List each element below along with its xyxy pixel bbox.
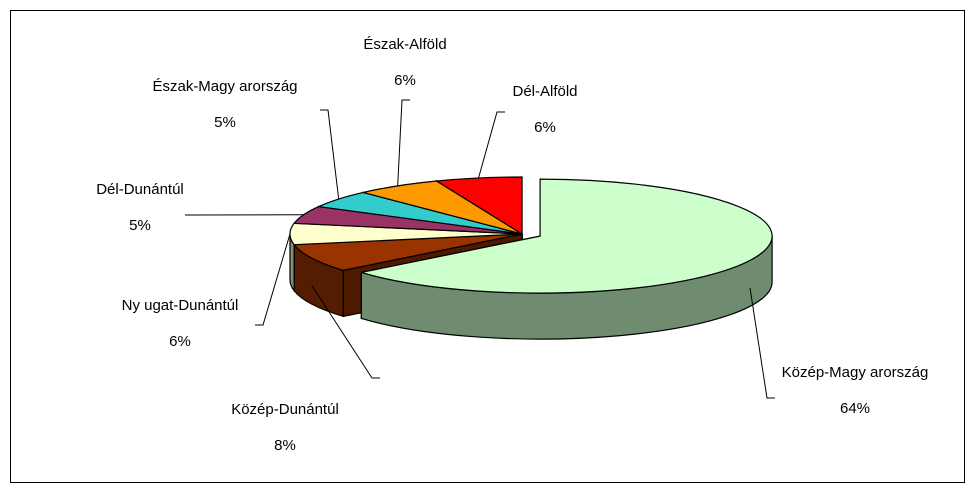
data-label-name: Észak-Magy arország: [152, 78, 297, 95]
slice: [361, 178, 773, 294]
slice: [292, 233, 523, 271]
leader-line: [478, 111, 505, 179]
slice: [434, 176, 523, 236]
leader-line: [320, 109, 340, 200]
data-label-name: Dél-Alföld: [512, 83, 577, 100]
leader-line: [397, 99, 410, 186]
data-label-value: 6%: [394, 72, 416, 89]
data-label-name: Közép-Magy arország: [782, 364, 929, 381]
data-label-value: 8%: [274, 437, 296, 454]
leader-line: [311, 285, 380, 379]
data-label-value: 5%: [129, 217, 151, 234]
data-label-name: Dél-Dunántúl: [96, 181, 184, 198]
data-label-value: 64%: [840, 400, 870, 417]
data-label-value: 6%: [169, 333, 191, 350]
leader-line: [749, 287, 775, 399]
data-label-value: 5%: [214, 114, 236, 131]
data-label-name: Észak-Alföld: [363, 36, 446, 53]
leader-line: [255, 233, 291, 326]
data-label-name: Ny ugat-Dunántúl: [122, 297, 239, 314]
data-label-value: 6%: [534, 119, 556, 136]
data-label-name: Közép-Dunántúl: [231, 401, 339, 418]
